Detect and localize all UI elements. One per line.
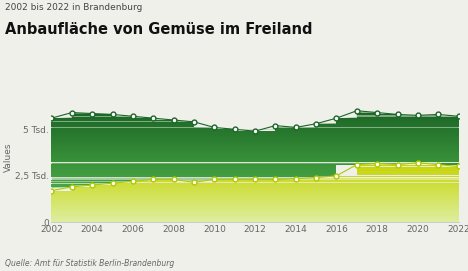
Legend: Gemüse im Freiland insgesamt, Spargel (im Ertrag): Gemüse im Freiland insgesamt, Spargel (i… (119, 269, 391, 271)
Y-axis label: Values: Values (4, 143, 13, 172)
Text: 2002 bis 2022 in Brandenburg: 2002 bis 2022 in Brandenburg (5, 3, 142, 12)
Text: Quelle: Amt für Statistik Berlin-Brandenburg: Quelle: Amt für Statistik Berlin-Branden… (5, 259, 174, 268)
Text: Anbaufläche von Gemüse im Freiland: Anbaufläche von Gemüse im Freiland (5, 22, 312, 37)
